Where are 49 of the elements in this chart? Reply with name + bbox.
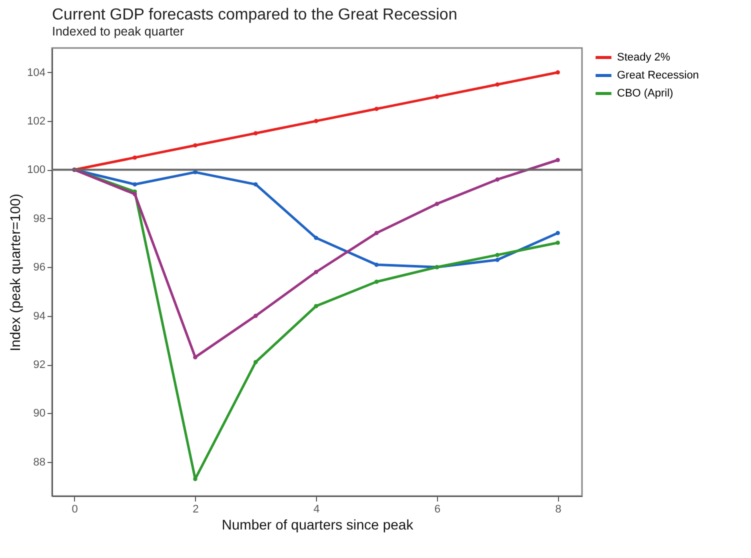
x-tick-label: 8	[555, 504, 562, 516]
x-tick-label: 0	[72, 504, 78, 516]
point	[556, 158, 560, 162]
y-axis-title: Index (peak quarter=100)	[7, 194, 24, 352]
point	[495, 82, 500, 87]
y-tick-label: 100	[27, 164, 46, 176]
point	[132, 155, 137, 160]
point	[193, 355, 198, 360]
y-tick-label: 90	[33, 408, 46, 420]
point	[254, 131, 258, 136]
y-tick-label: 96	[33, 262, 46, 274]
point	[434, 202, 440, 206]
point	[374, 106, 379, 111]
point	[374, 230, 379, 236]
point	[314, 118, 318, 124]
point	[556, 70, 560, 74]
point	[132, 192, 137, 196]
legend-label: Great Recession	[617, 70, 699, 82]
point	[434, 94, 440, 99]
y-tick-label: 98	[33, 212, 46, 225]
point	[374, 280, 379, 284]
point	[556, 240, 560, 245]
chart-subtitle: Indexed to peak quarter	[52, 24, 184, 38]
point	[374, 262, 379, 267]
x-tick-label: 4	[314, 504, 320, 516]
chart-title: Current GDP forecasts compared to the Great Recession	[52, 6, 458, 24]
point	[314, 236, 318, 240]
point	[132, 182, 137, 186]
legend-label: CBO (April)	[617, 88, 674, 100]
point	[254, 360, 258, 364]
y-tick-label: 92	[33, 359, 46, 372]
y-tick-label: 94	[33, 310, 46, 322]
point	[193, 170, 198, 174]
y-tick-label: 88	[33, 456, 46, 468]
x-axis-title: Number of quarters since peak	[222, 516, 414, 532]
point	[495, 177, 500, 182]
x-tick-label: 6	[434, 504, 441, 516]
point	[556, 230, 560, 236]
y-tick-label: 104	[27, 66, 46, 79]
x-tick-label: 2	[192, 504, 199, 516]
point	[254, 314, 258, 318]
point	[193, 143, 198, 148]
point	[314, 270, 318, 274]
point	[314, 304, 318, 308]
point	[495, 252, 500, 258]
y-tick-label: 102	[27, 116, 46, 128]
legend-label: Steady 2%	[617, 52, 670, 64]
point	[254, 182, 258, 186]
point	[495, 258, 500, 262]
